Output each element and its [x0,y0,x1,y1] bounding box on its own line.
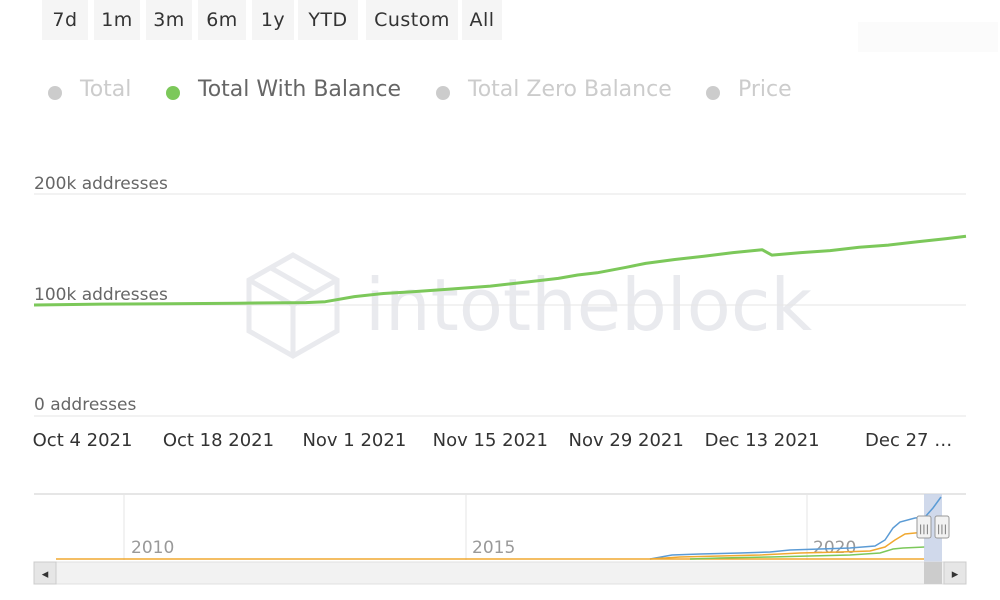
range-6m-button[interactable]: 6m [198,0,246,40]
arrow-left-icon: ◂ [42,567,49,582]
range-7d-button[interactable]: 7d [42,0,88,40]
x-tick-label: Dec 27 … [865,430,952,451]
y-tick-label: 0 addresses [34,395,136,415]
y-tick-label: 200k addresses [34,174,168,194]
x-tick-label: Nov 1 2021 [302,430,406,451]
navigator-series-total-with-balance [689,546,926,560]
range-1y-button[interactable]: 1y [252,0,294,40]
legend-label-total: Total [80,77,132,102]
x-tick-label: Dec 13 2021 [705,430,820,451]
legend-dot-total-with-balance [166,86,180,100]
handle-grip-icon: ||| [919,524,929,535]
legend-label-total-zero-balance: Total Zero Balance [468,77,672,102]
navigator: 2010 2015 2020 ||| ||| ◂ ▸ [33,493,967,585]
legend-label-price: Price [738,77,792,102]
range-all-button[interactable]: All [462,0,502,40]
export-button[interactable] [858,22,998,52]
scrollbar-right-button[interactable] [943,561,967,585]
legend-dot-price [706,86,720,100]
navigator-series-total-zero-balance [649,531,926,560]
x-tick-label: Oct 18 2021 [163,430,274,451]
legend-label-total-with-balance: Total With Balance [198,77,402,102]
range-3m-button[interactable]: 3m [146,0,192,40]
x-tick-label: Nov 29 2021 [569,430,684,451]
chart-legend: Total Total With Balance Total Zero Bala… [0,72,1000,112]
legend-dot-total-zero-balance [436,86,450,100]
range-selector: 7d 1m 3m 6m 1y YTD Custom All [0,0,1000,52]
y-tick-label: 100k addresses [34,285,168,305]
scrollbar-track[interactable] [33,561,967,585]
navigator-year-label: 2010 [131,538,174,558]
handle-grip-icon: ||| [937,524,947,535]
range-1m-button[interactable]: 1m [94,0,140,40]
x-tick-label: Nov 15 2021 [433,430,548,451]
legend-dot-total [48,86,62,100]
navigator-selected-series [924,496,942,518]
navigator-scrollbar[interactable]: ◂ ▸ [33,561,967,585]
navigator-handle-right[interactable]: ||| [934,515,950,539]
navigator-handle-left[interactable]: ||| [916,515,932,539]
range-custom-button[interactable]: Custom [366,0,458,40]
arrow-right-icon: ▸ [952,567,959,582]
navigator-year-label: 2015 [472,538,515,558]
range-ytd-button[interactable]: YTD [298,0,358,40]
scrollbar-left-button[interactable] [33,561,57,585]
x-tick-label: Oct 4 2021 [33,430,133,451]
series-line-total-with-balance[interactable] [33,234,967,307]
navigator-series-total [649,516,926,560]
scrollbar-thumb[interactable] [924,562,942,584]
